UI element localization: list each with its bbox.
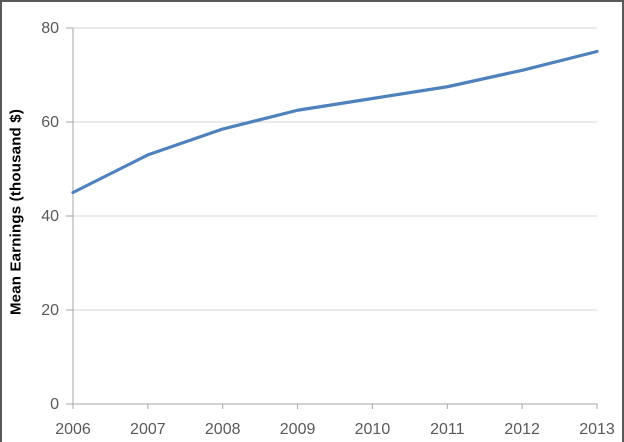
y-tick-label: 0 — [50, 396, 59, 413]
y-tick-label: 40 — [41, 208, 59, 225]
x-tick-label: 2009 — [280, 421, 316, 438]
x-tick-label: 2006 — [55, 421, 91, 438]
y-tick-label: 80 — [41, 20, 59, 37]
x-tick-label: 2012 — [504, 421, 540, 438]
y-tick-label: 60 — [41, 114, 59, 131]
x-tick-label: 2011 — [430, 421, 465, 438]
x-tick-label: 2007 — [130, 421, 166, 438]
y-tick-label: 20 — [41, 302, 59, 319]
x-tick-label: 2013 — [579, 421, 615, 438]
x-tick-label: 2008 — [205, 421, 241, 438]
mean-earnings-series-line — [71, 49, 599, 195]
x-tick-label: 2010 — [355, 421, 391, 438]
